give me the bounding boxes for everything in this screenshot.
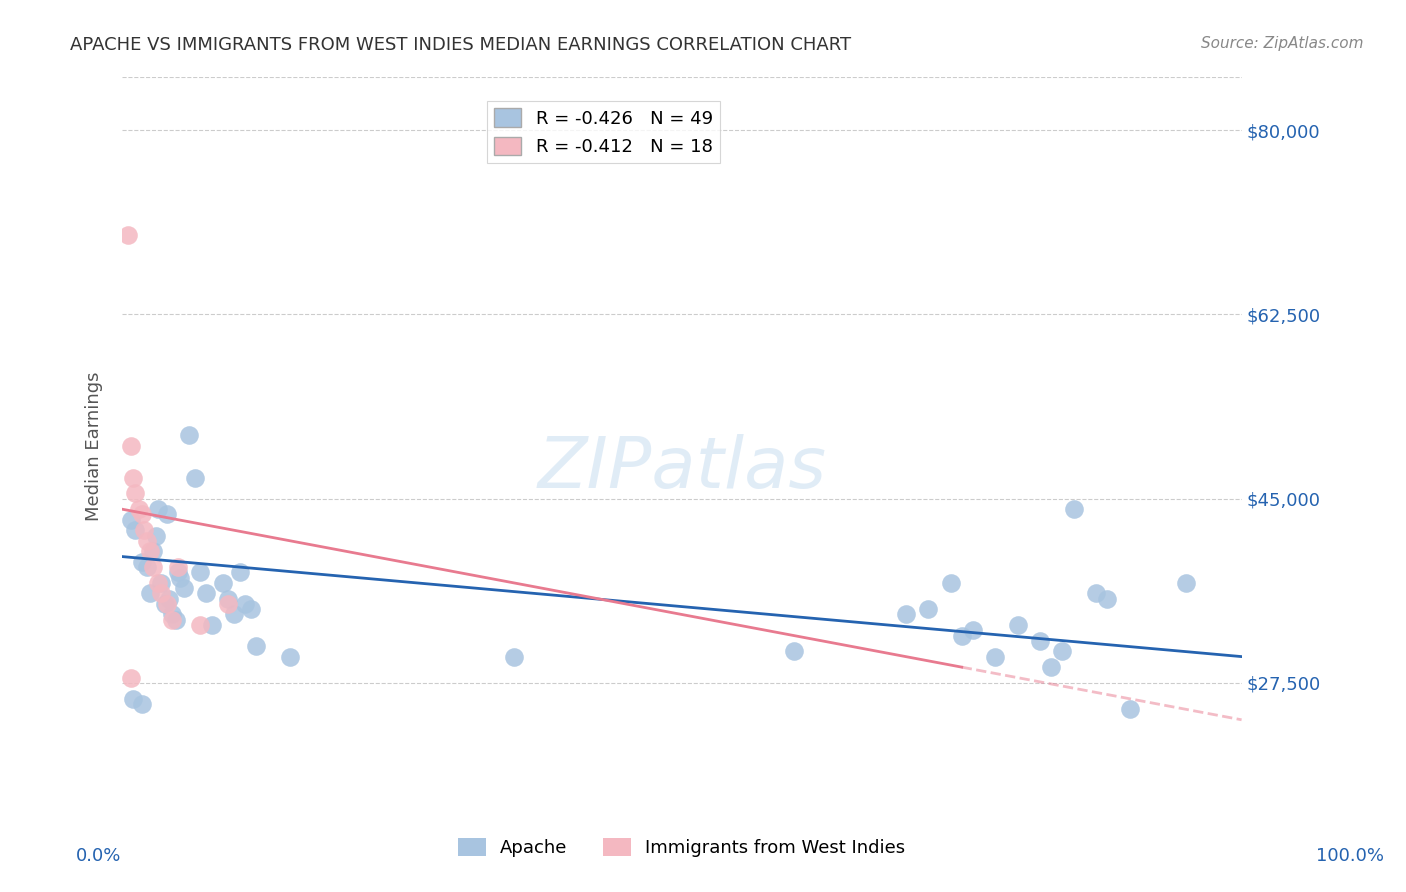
Point: [167, 566, 190, 580]
Point: [184, 470, 207, 484]
Point: [156, 508, 179, 522]
Point: [179, 428, 201, 442]
Point: [1063, 502, 1085, 516]
Text: 100.0%: 100.0%: [1316, 847, 1384, 865]
Point: [146, 502, 169, 516]
Text: Source: ZipAtlas.com: Source: ZipAtlas.com: [1201, 36, 1364, 51]
Point: [1085, 586, 1108, 600]
Point: [278, 649, 301, 664]
Y-axis label: Median Earnings: Median Earnings: [86, 371, 103, 521]
Point: [245, 639, 267, 653]
Point: [217, 591, 239, 606]
Point: [1052, 644, 1074, 658]
Point: [117, 228, 139, 243]
Point: [239, 602, 262, 616]
Point: [124, 523, 146, 537]
Point: [1097, 591, 1119, 606]
Point: [150, 586, 173, 600]
Point: [201, 618, 224, 632]
Point: [131, 555, 153, 569]
Point: [142, 560, 165, 574]
Text: 0.0%: 0.0%: [76, 847, 121, 865]
Point: [190, 618, 212, 632]
Point: [1118, 702, 1140, 716]
Point: [1040, 660, 1063, 674]
Point: [1174, 575, 1197, 590]
Point: [135, 560, 157, 574]
Point: [139, 544, 162, 558]
Point: [120, 671, 142, 685]
Point: [150, 575, 173, 590]
Point: [153, 597, 176, 611]
Point: [1007, 618, 1029, 632]
Point: [120, 513, 142, 527]
Point: [169, 571, 191, 585]
Point: [939, 575, 962, 590]
Point: [173, 581, 195, 595]
Point: [894, 607, 917, 622]
Point: [211, 575, 233, 590]
Point: [156, 597, 179, 611]
Point: [190, 566, 212, 580]
Point: [134, 523, 156, 537]
Point: [783, 644, 806, 658]
Point: [124, 486, 146, 500]
Text: ZIPatlas: ZIPatlas: [537, 434, 827, 502]
Point: [162, 607, 184, 622]
Point: [222, 607, 245, 622]
Point: [228, 566, 250, 580]
Point: [128, 502, 150, 516]
Point: [122, 470, 145, 484]
Point: [1029, 633, 1052, 648]
Point: [233, 597, 256, 611]
Point: [217, 597, 239, 611]
Point: [502, 649, 524, 664]
Point: [165, 613, 187, 627]
Point: [195, 586, 218, 600]
Legend: R = -0.426   N = 49, R = -0.412   N = 18: R = -0.426 N = 49, R = -0.412 N = 18: [486, 101, 720, 163]
Point: [120, 439, 142, 453]
Point: [157, 591, 180, 606]
Point: [145, 528, 167, 542]
Point: [962, 624, 984, 638]
Text: APACHE VS IMMIGRANTS FROM WEST INDIES MEDIAN EARNINGS CORRELATION CHART: APACHE VS IMMIGRANTS FROM WEST INDIES ME…: [70, 36, 852, 54]
Point: [139, 586, 162, 600]
Point: [142, 544, 165, 558]
Point: [167, 560, 190, 574]
Point: [122, 691, 145, 706]
Point: [146, 575, 169, 590]
Point: [950, 628, 973, 642]
Point: [984, 649, 1007, 664]
Point: [162, 613, 184, 627]
Point: [135, 533, 157, 548]
Point: [917, 602, 939, 616]
Point: [131, 697, 153, 711]
Point: [131, 508, 153, 522]
